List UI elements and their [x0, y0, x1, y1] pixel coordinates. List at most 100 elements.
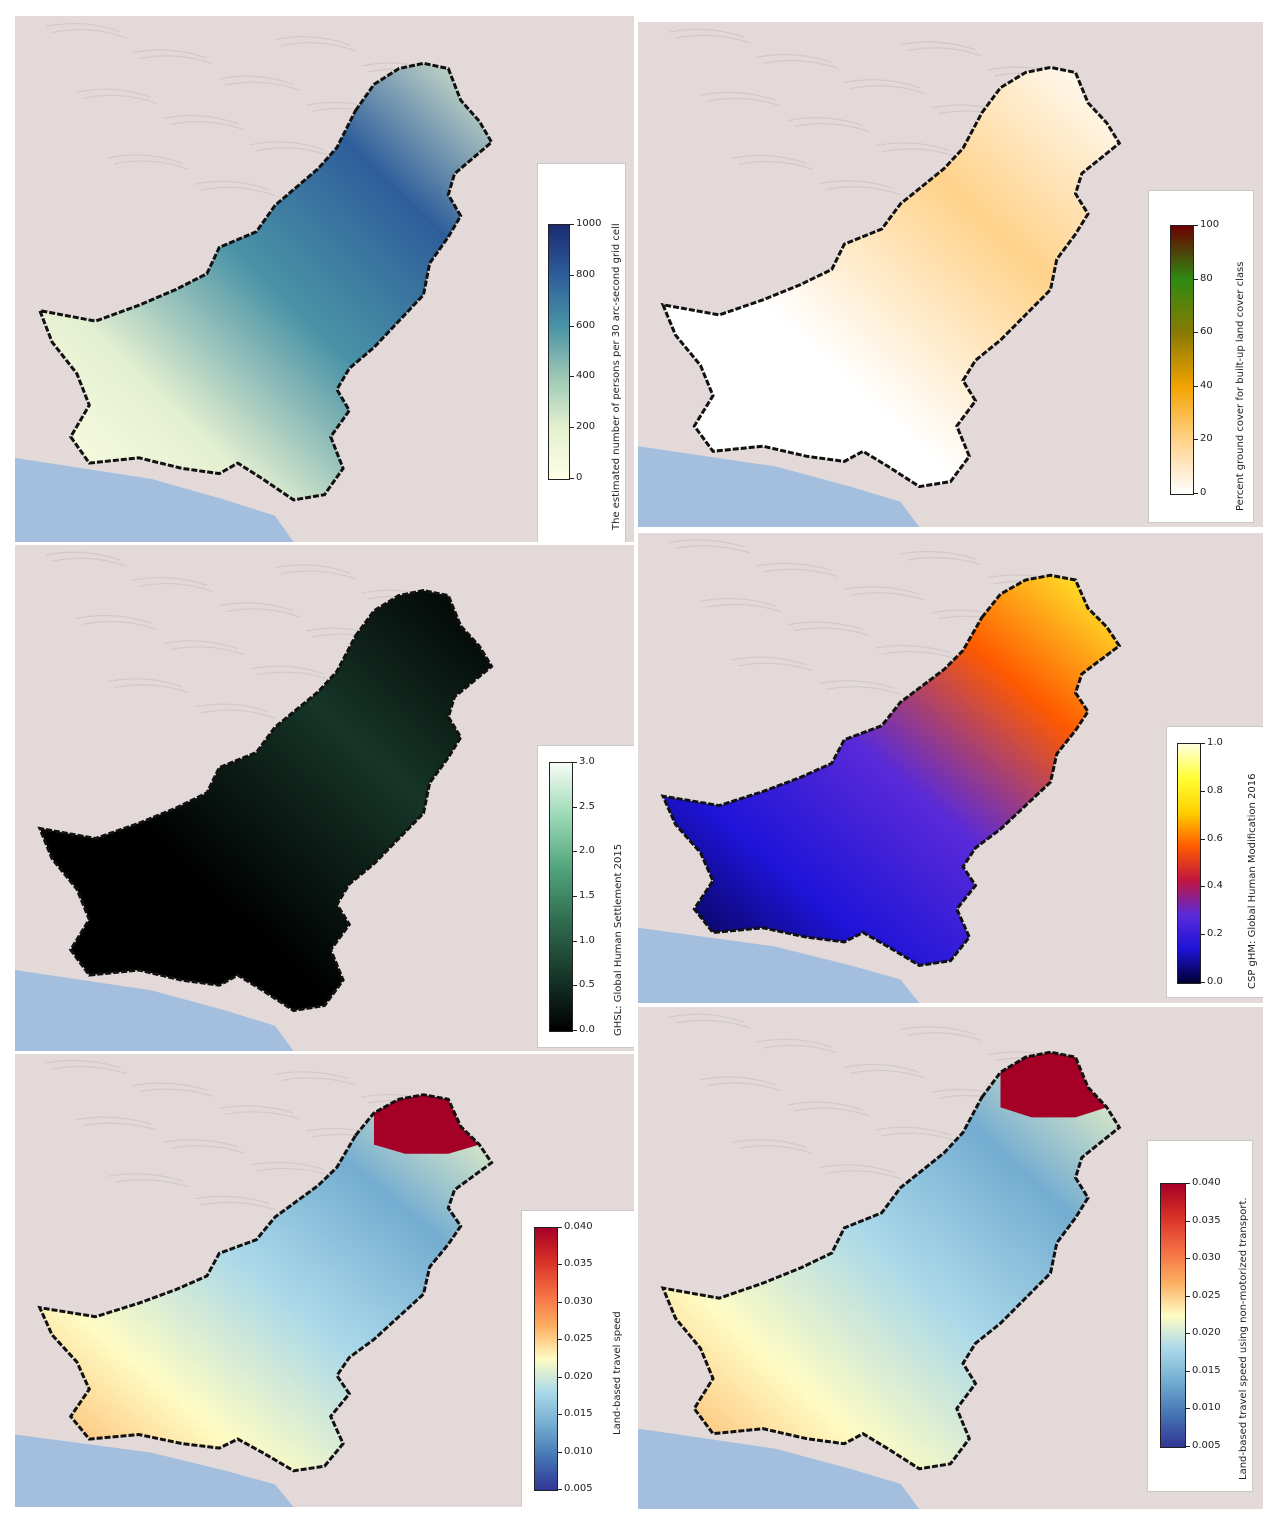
colorbar-tick-mark — [570, 376, 574, 378]
colorbar-tick-label: 1.0 — [579, 934, 595, 946]
map-panel-travel-speed: 0.040 0.035 0.030 0.025 0.020 0.015 0.010 0.005… — [15, 1054, 634, 1507]
colorbar-tick-label: 60 — [1200, 326, 1213, 338]
colorbar-tick-mark — [1201, 790, 1205, 792]
colorbar-tick-label: 80 — [1200, 272, 1213, 284]
colorbar-tick-mark — [1186, 1183, 1190, 1184]
colorbar-tick-mark — [573, 985, 577, 987]
colorbar-tick-label: 0.030 — [1192, 1252, 1221, 1264]
country-area — [39, 1094, 492, 1471]
colorbar-tick-label: 0.8 — [1207, 784, 1223, 796]
country-area — [39, 63, 492, 500]
colorbar-tick-mark — [570, 224, 574, 225]
colorbar-tick-mark — [570, 478, 574, 479]
colorbar-tick-mark — [570, 427, 574, 429]
colorbar-tick-label: 0.035 — [564, 1258, 593, 1270]
colorbar-tick-mark — [570, 274, 574, 276]
colorbar-tick-label: 200 — [576, 421, 596, 433]
colorbar-legend: 3.0 2.5 2.0 1.5 1.0 0.5 0.0 GHSL: Global Human… — [537, 745, 634, 1048]
colorbar-tick-label: 0.015 — [564, 1408, 593, 1420]
colorbar-tick-mark — [573, 762, 577, 763]
colorbar-tick-label: 0.015 — [1192, 1364, 1221, 1376]
colorbar-label: CSP gHM: Global Human Modification 2016 — [1247, 773, 1258, 989]
colorbar-tick-mark — [1201, 743, 1205, 744]
colorbar-label: Land-based travel speed using non-motori… — [1238, 1197, 1249, 1480]
country-area — [663, 1052, 1120, 1469]
colorbar-legend: 0.040 0.035 0.030 0.025 0.020 0.015 0.010 0.005… — [1147, 1140, 1253, 1492]
colorbar-tick-mark — [573, 896, 577, 897]
colorbar-tick-mark — [558, 1339, 562, 1341]
country-border — [37, 61, 494, 502]
colorbar-tick-label: 2.5 — [579, 800, 595, 812]
sea — [638, 446, 920, 527]
colorbar-tick-mark — [573, 851, 577, 853]
colorbar-label: GHSL: Global Human Settlement 2015 — [613, 843, 624, 1036]
sea — [638, 1428, 920, 1509]
colorbar-tick-mark — [558, 1376, 562, 1378]
country-area — [39, 590, 492, 1011]
colorbar-tick-mark — [1186, 1370, 1190, 1372]
sea — [15, 970, 294, 1051]
colorbar-tick-mark — [573, 940, 577, 942]
colorbar-tick-label: 0.020 — [1192, 1327, 1221, 1339]
colorbar-tick-mark — [1186, 1446, 1190, 1447]
colorbar-legend: 1.0 0.8 0.6 0.4 0.2 0.0 CSP gHM: Global Human… — [1166, 726, 1263, 998]
country-border — [37, 1093, 494, 1473]
colorbar-tick-mark — [558, 1489, 562, 1490]
colorbar-tick-label: 0.4 — [1207, 880, 1223, 892]
colorbar-tick-label: 0.025 — [564, 1333, 593, 1345]
colorbar-tick-mark — [558, 1451, 562, 1453]
colorbar-tick-label: 0.020 — [564, 1370, 593, 1382]
map-panel-population: 1000 800 600 400 200 0 The estimated number o… — [15, 16, 634, 542]
colorbar-tick-mark — [1186, 1408, 1190, 1410]
colorbar-tick-label: 20 — [1200, 433, 1213, 445]
colorbar-tick-mark — [1194, 225, 1198, 226]
colorbar-tick-mark — [1201, 982, 1205, 983]
colorbar-tick-mark — [1186, 1220, 1190, 1222]
colorbar-tick-label: 40 — [1200, 379, 1213, 391]
colorbar-tick-mark — [558, 1227, 562, 1228]
colorbar-tick-label: 1000 — [576, 218, 602, 229]
colorbar-tick-label: 800 — [576, 268, 596, 280]
colorbar-tick-mark — [558, 1264, 562, 1266]
colorbar-tick-mark — [1194, 385, 1198, 387]
sea — [638, 927, 920, 1003]
colorbar-tick-mark — [1186, 1295, 1190, 1297]
colorbar-label: Land-based travel speed — [612, 1311, 623, 1435]
colorbar — [548, 224, 570, 480]
colorbar-tick-label: 0.035 — [1192, 1214, 1221, 1226]
country-border — [37, 588, 494, 1013]
colorbar-tick-mark — [558, 1414, 562, 1416]
colorbar-tick-label: 0.030 — [564, 1295, 593, 1307]
colorbar-tick-mark — [570, 325, 574, 327]
colorbar-tick-label: 0.025 — [1192, 1289, 1221, 1301]
colorbar-tick-mark — [1186, 1258, 1190, 1260]
map-ghsl — [15, 545, 634, 1051]
map-panel-built-up: 100 80 60 40 20 0 Percent ground cover for bu… — [638, 22, 1263, 527]
colorbar-label: The estimated number of persons per 30 a… — [611, 223, 622, 530]
colorbar-tick-mark — [558, 1301, 562, 1303]
colorbar-tick-label: 0 — [1200, 487, 1207, 498]
colorbar — [1170, 225, 1194, 495]
northern-region — [1000, 1052, 1107, 1118]
colorbar-tick-mark — [1201, 838, 1205, 840]
colorbar-tick-label: 0.040 — [564, 1221, 593, 1232]
colorbar-tick-mark — [1201, 886, 1205, 888]
map-ghm — [638, 533, 1263, 1003]
colorbar-tick-label: 0.010 — [1192, 1402, 1221, 1414]
colorbar-tick-mark — [573, 1030, 577, 1031]
colorbar — [1160, 1183, 1186, 1448]
terrain-relief — [669, 1013, 1101, 1180]
country-border — [660, 573, 1122, 967]
colorbar-tick-mark — [573, 806, 577, 808]
colorbar-tick-label: 0.040 — [1192, 1177, 1221, 1188]
country-border — [660, 1050, 1122, 1471]
colorbar-tick-label: 0.0 — [1207, 976, 1223, 987]
map-population — [15, 16, 634, 542]
colorbar-tick-label: 100 — [1200, 219, 1220, 230]
country-area — [663, 575, 1120, 966]
sea — [15, 1434, 294, 1507]
colorbar-tick-label: 0.005 — [1192, 1440, 1221, 1451]
colorbar-legend: 0.040 0.035 0.030 0.025 0.020 0.015 0.010 0.005… — [521, 1210, 634, 1507]
sea — [15, 457, 294, 542]
map-panel-ghsl: 3.0 2.5 2.0 1.5 1.0 0.5 0.0 GHSL: Global Human… — [15, 545, 634, 1051]
